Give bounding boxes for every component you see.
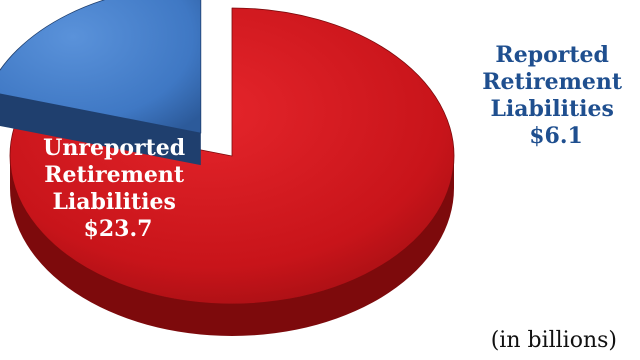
- pie-slices: [0, 0, 455, 336]
- slice-label-unreported: Unreported Retirement Liabilities $23.7: [43, 135, 193, 242]
- unit-note: (in billions): [491, 328, 617, 353]
- slice-0-top: [9, 7, 455, 305]
- slice-1-top: [0, 0, 202, 134]
- slice-label-reported: Reported Retirement Liabilities $6.1: [482, 42, 630, 149]
- slice-1-wall-0: [0, 93, 201, 166]
- slice-1: [0, 0, 202, 166]
- slice-0-side: [10, 156, 454, 336]
